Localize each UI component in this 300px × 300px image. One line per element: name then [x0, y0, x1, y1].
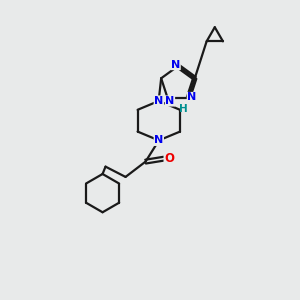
Text: N: N: [165, 96, 175, 106]
Text: N: N: [154, 96, 164, 106]
Text: O: O: [164, 152, 174, 165]
Text: N: N: [171, 60, 180, 70]
Text: N: N: [154, 135, 164, 146]
Text: N: N: [187, 92, 196, 103]
Text: H: H: [179, 104, 188, 114]
